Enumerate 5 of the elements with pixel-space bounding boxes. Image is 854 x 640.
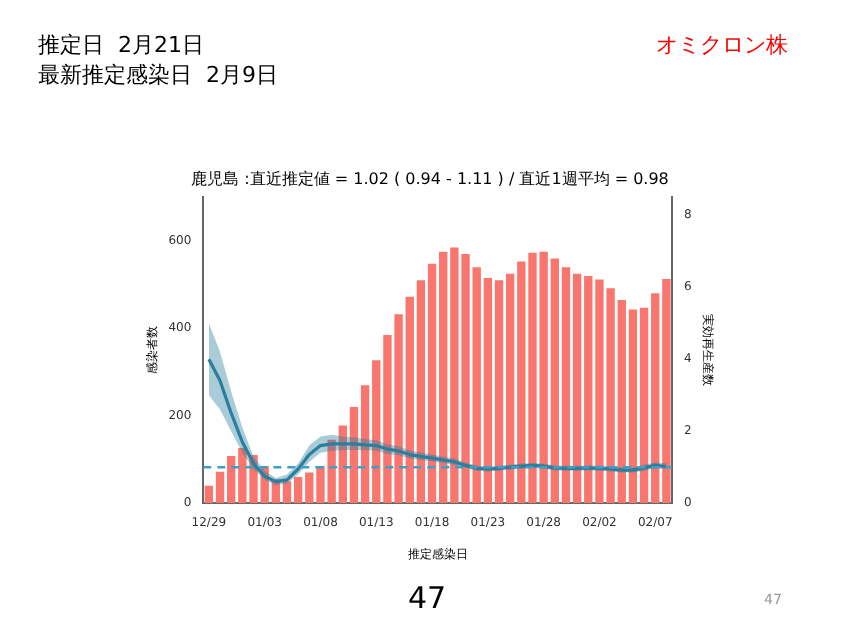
- text: 47: [408, 580, 447, 616]
- chart-title: 鹿児島 :直近推定値 = 1.02 ( 0.94 - 1.11 ) / 直近1週平均 = 0.98: [191, 169, 669, 188]
- text: 推定日 2月21日: [38, 32, 204, 59]
- text: オミクロン株: [656, 32, 788, 59]
- text: 最新推定感染日 2月9日: [38, 62, 278, 89]
